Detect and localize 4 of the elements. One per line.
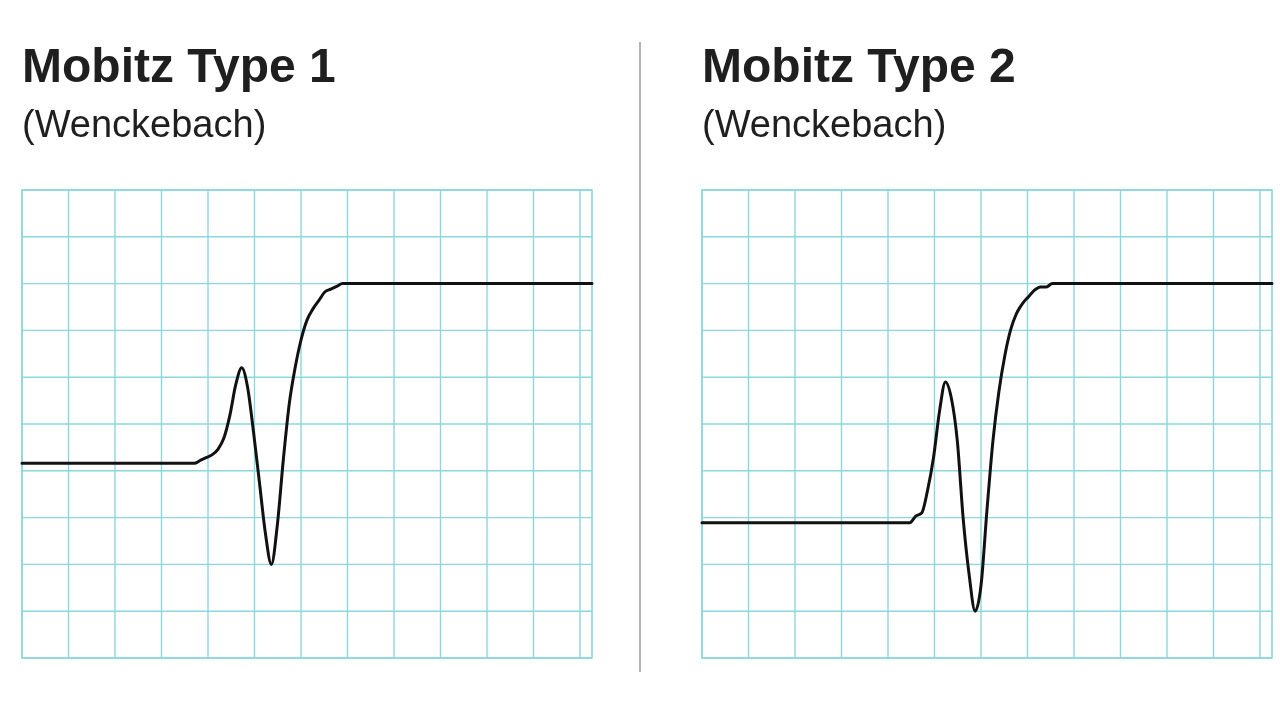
chart-subtitle: (Wenckebach) bbox=[22, 103, 267, 145]
chart-title: Mobitz Type 2 bbox=[702, 39, 1016, 92]
chart-title: Mobitz Type 1 bbox=[22, 39, 336, 92]
chart-subtitle: (Wenckebach) bbox=[702, 103, 947, 145]
